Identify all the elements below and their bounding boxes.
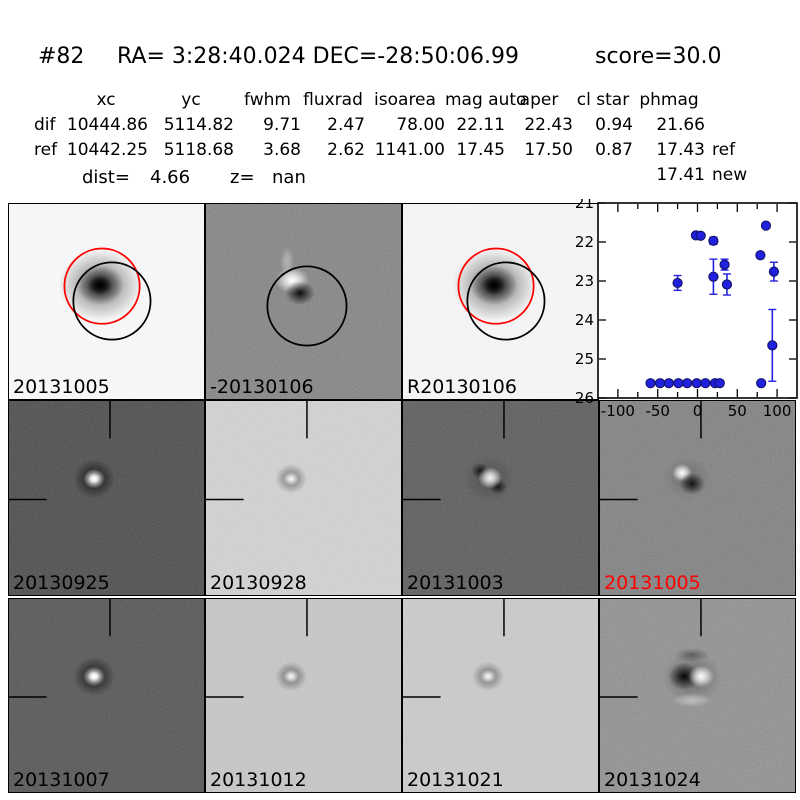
source-blob [283, 471, 300, 486]
noise-texture [403, 599, 598, 792]
table-cell: 5118.68 [163, 140, 234, 160]
cutout-stamp-20130928: 20130928 [205, 400, 402, 596]
col-header-phmag: phmag [639, 90, 699, 110]
stamp-date-label: 20131003 [407, 572, 504, 594]
aperture-circle-target [466, 261, 546, 341]
cutout-image [403, 204, 598, 399]
row-label: dif [34, 115, 56, 135]
table-cell: 9.71 [263, 115, 301, 135]
noise-texture [600, 401, 795, 595]
cutout-stamp-20131007: 20131007 [8, 598, 205, 793]
col-header-aper: aper [519, 90, 559, 110]
cutout-stamp-20131003: 20131003 [402, 400, 599, 596]
table-cell: 5114.82 [163, 115, 234, 135]
aperture-circle-ref [63, 247, 141, 325]
stamp-date-label: 20131007 [13, 769, 110, 791]
stamp-date-label: 20130928 [210, 572, 307, 594]
cutout-stamp-20131005: 20131005 [599, 400, 796, 596]
candidate-score: score=30.0 [595, 44, 722, 69]
source-blob [679, 472, 705, 495]
redshift-value: nan [272, 167, 306, 188]
noise-texture [206, 599, 401, 792]
aperture-circle-target [266, 265, 348, 347]
table-cell: 10442.25 [66, 140, 148, 160]
cutout-image [206, 204, 401, 399]
table-cell-suffix: ref [712, 140, 736, 160]
cutout-image [600, 401, 795, 595]
stamp-date-label: 20131021 [407, 769, 504, 791]
table-cell: 2.47 [327, 115, 365, 135]
cutout-image [600, 599, 795, 792]
source-blob [478, 466, 502, 489]
cutout-stamp-20131012: 20131012 [205, 598, 402, 793]
cutout-image [403, 401, 598, 595]
col-header-fluxrad: fluxrad [303, 90, 363, 110]
table-cell: 1141.00 [374, 140, 445, 160]
cutout-image [9, 401, 204, 595]
table-cell: 10444.86 [66, 115, 148, 135]
noise-texture [206, 401, 401, 595]
col-header-isoarea: isoarea [374, 90, 436, 110]
table-cell-suffix: new [712, 165, 748, 185]
aperture-circle-target [72, 261, 152, 341]
table-cell: 22.11 [456, 115, 505, 135]
table-cell: 17.43 [656, 140, 705, 160]
table-cell: 3.68 [263, 140, 301, 160]
stamp-date-label: 20131005 [604, 572, 701, 594]
table-cell: 17.50 [524, 140, 573, 160]
table-cell: 21.66 [656, 115, 705, 135]
col-header-fwhm: fwhm [244, 90, 291, 110]
cutout-stamp-20131021: 20131021 [402, 598, 599, 793]
stamp-date-label: R20130106 [407, 376, 517, 398]
cutout-stamp-20131024: 20131024 [599, 598, 796, 793]
table-cell: 22.43 [524, 115, 573, 135]
stamp-date-label: 20131012 [210, 769, 307, 791]
cutout-stamp-20130925: 20130925 [8, 400, 205, 596]
table-cell: 0.87 [595, 140, 633, 160]
stamp-date-label: 20131005 [13, 376, 110, 398]
col-header-cl-star: cl star [576, 90, 630, 110]
cutout-stamp-20131005: 20131005 [8, 203, 205, 400]
noise-texture [9, 401, 204, 595]
source-blob [283, 669, 300, 684]
cutout-stamp--20130106: -20130106 [205, 203, 402, 400]
lightcurve-cell [599, 203, 796, 400]
dist-value: 4.66 [150, 167, 191, 188]
cutout-image [206, 599, 401, 792]
candidate-coords: RA= 3:28:40.024 DEC=-28:50:06.99 [117, 44, 520, 69]
cutout-stamp-R20130106: R20130106 [402, 203, 599, 400]
candidate-id: #82 [38, 44, 85, 69]
table-cell: 2.62 [327, 140, 365, 160]
table-cell: 17.45 [456, 140, 505, 160]
noise-texture [9, 599, 204, 792]
table-cell: 0.94 [595, 115, 633, 135]
table-cell: 17.41 [656, 165, 705, 185]
cutout-image [206, 401, 401, 595]
aperture-circle-ref [457, 247, 535, 325]
col-header-xc: xc [96, 90, 116, 110]
photometry-table: xc yc fwhm fluxrad isoarea mag auto aper cl sta… [28, 88, 757, 188]
stamp-date-label: -20130106 [210, 376, 314, 398]
dist-label: dist= [82, 167, 130, 188]
table-cell: 78.00 [396, 115, 445, 135]
cutout-image [9, 204, 204, 399]
col-header-yc: yc [181, 90, 201, 110]
row-label: ref [34, 140, 58, 160]
cutout-image [403, 599, 598, 792]
cutout-image [9, 599, 204, 792]
redshift-label: z= [230, 167, 255, 188]
stamp-date-label: 20131024 [604, 769, 701, 791]
source-blob [480, 669, 497, 684]
stamp-date-label: 20130925 [13, 572, 110, 594]
